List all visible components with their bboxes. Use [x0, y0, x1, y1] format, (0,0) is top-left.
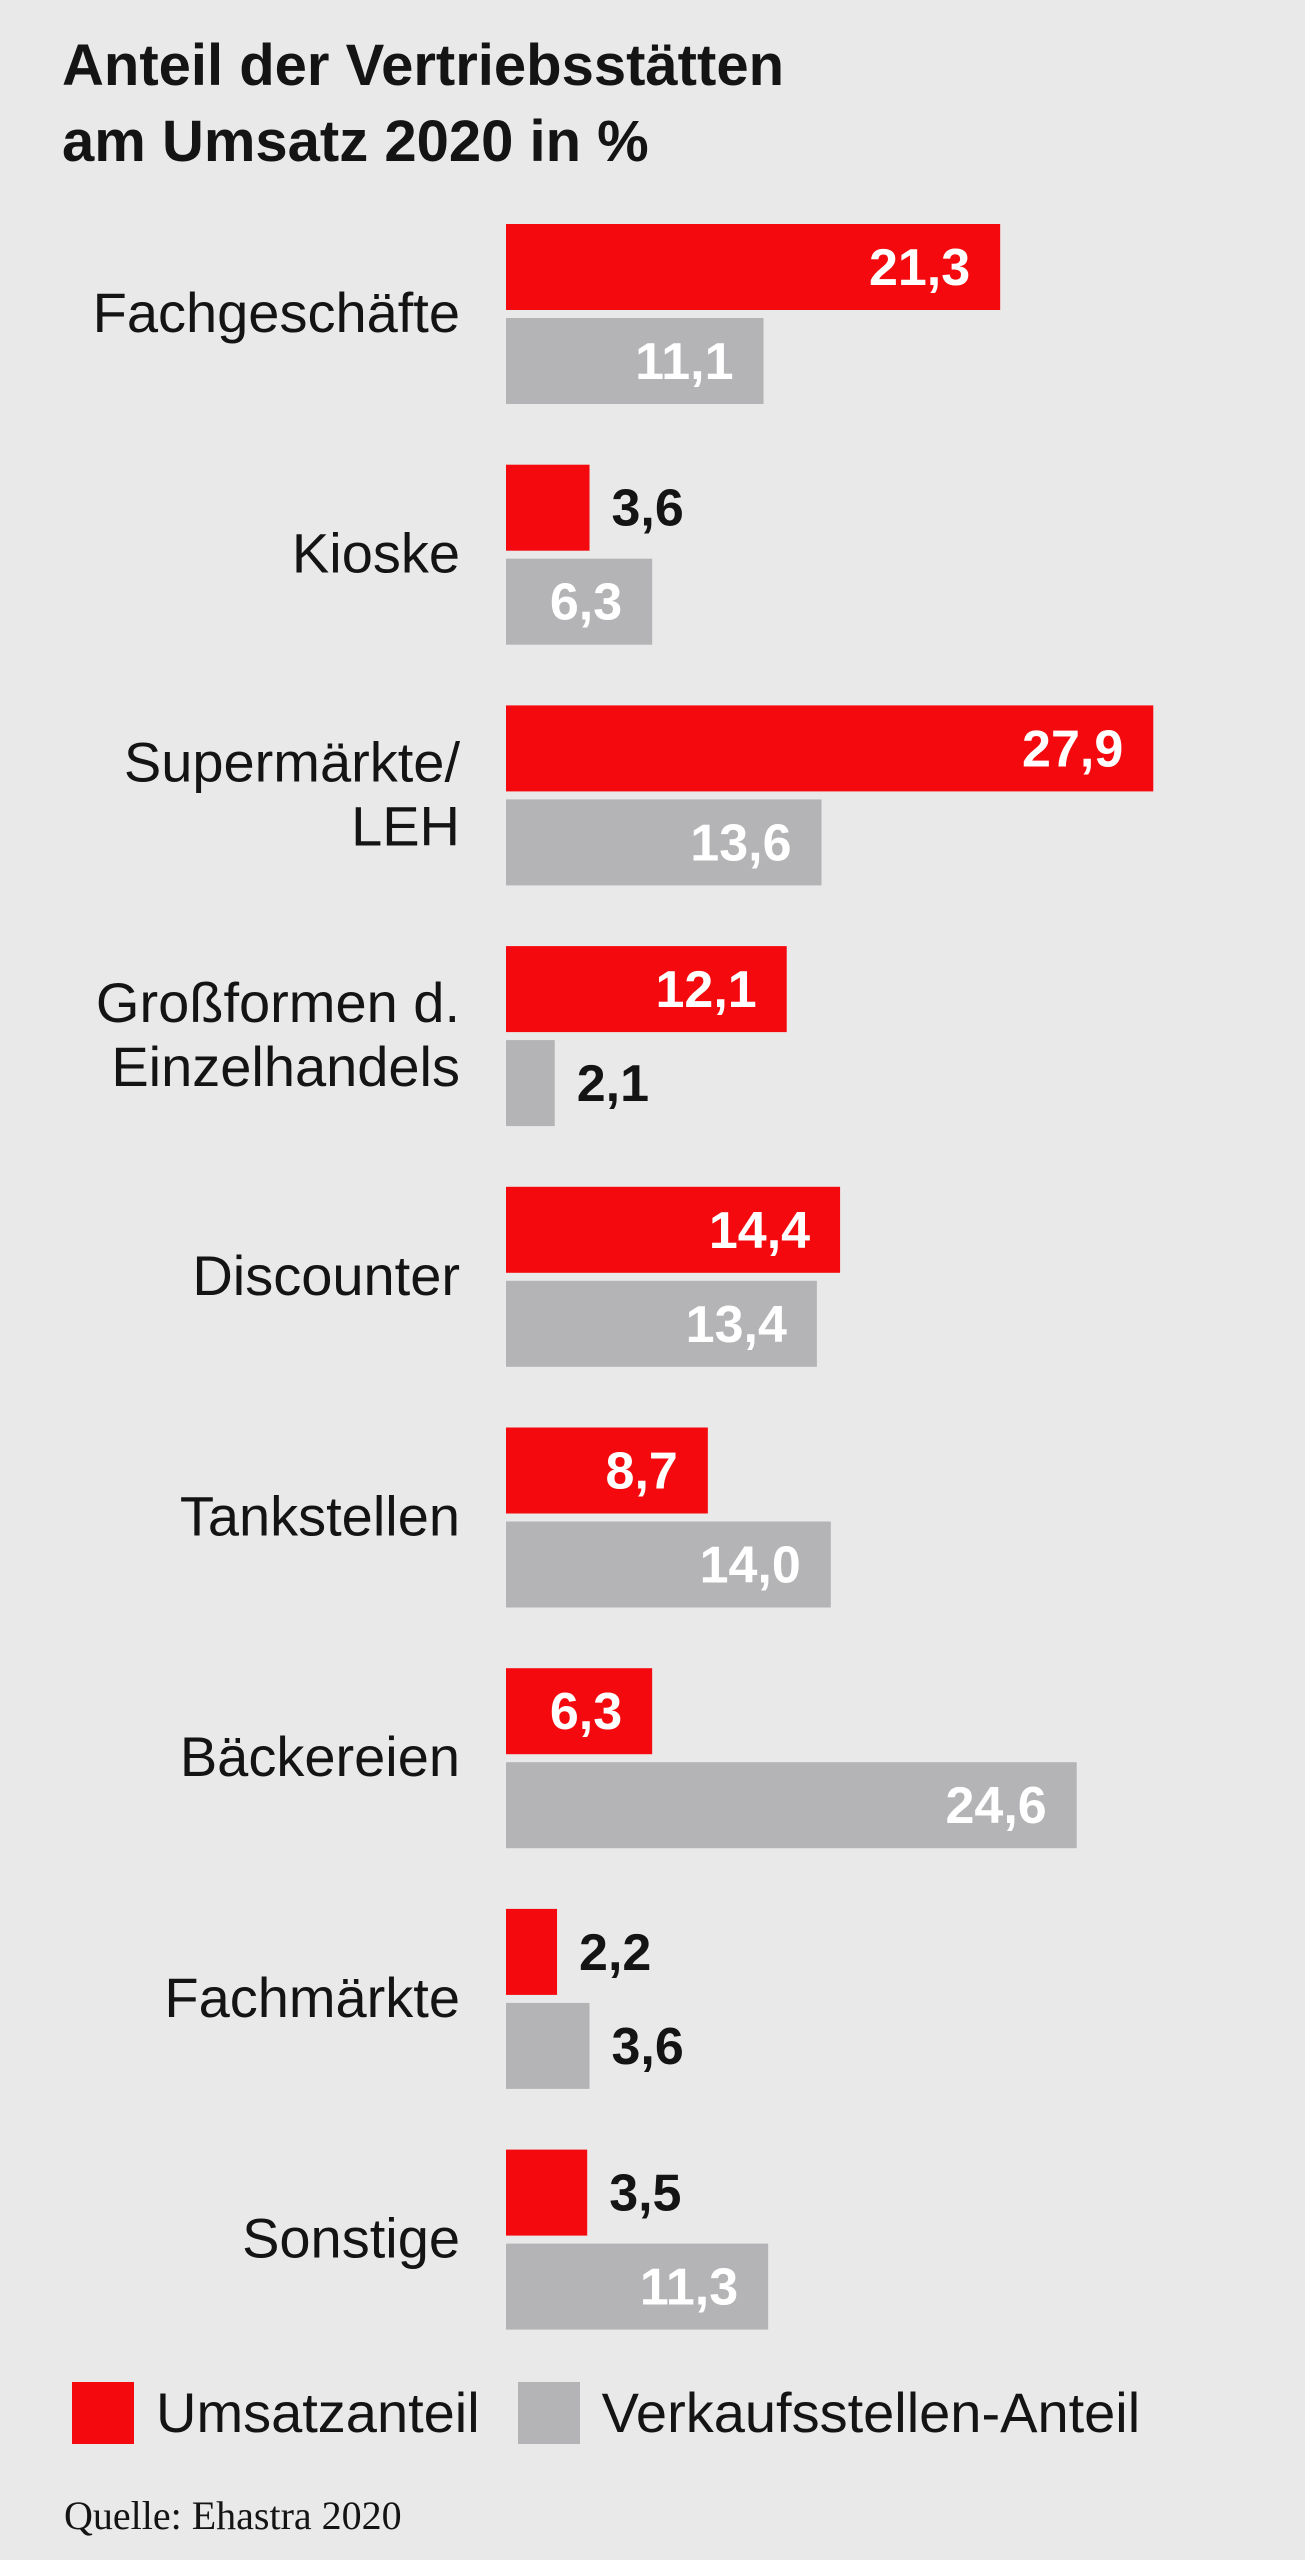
bar-umsatz: [506, 2149, 588, 2236]
value-label-umsatz: 3,5: [609, 2165, 681, 2223]
bar-verkauf: [506, 799, 822, 886]
chart-title-line1: Anteil der Vertriebsstätten: [62, 33, 784, 98]
bar-umsatz: [506, 464, 590, 551]
bar-umsatz: [506, 705, 1154, 792]
value-label-umsatz: 12,1: [656, 961, 757, 1019]
value-label-verkauf: 11,1: [635, 333, 733, 391]
value-label-verkauf: 6,3: [550, 574, 622, 632]
legend: Umsatzanteil Verkaufsstellen-Anteil: [72, 2380, 1178, 2445]
bar-umsatz: [506, 1186, 841, 1273]
bar-verkauf: [506, 558, 653, 645]
category-label: Fachgeschäfte: [93, 281, 460, 344]
source-note: Quelle: Ehastra 2020: [64, 2493, 402, 2538]
value-label-verkauf: 13,4: [686, 1296, 787, 1354]
value-label-verkauf: 14,0: [700, 1537, 801, 1595]
bar-chart: Fachgeschäfte 21,3 11,1 Kioske 3,6 6,3 Supermä…: [93, 224, 1154, 2330]
category-label: Sonstige: [242, 2207, 460, 2270]
category-label: Bäckereien: [180, 1725, 460, 1788]
legend-label-verkauf: Verkaufsstellen-Anteil: [601, 2381, 1141, 2444]
chart-title: Anteil der Vertriebsstätten am Umsatz 20…: [62, 28, 1262, 180]
legend-swatch-verkauf: [517, 2381, 580, 2444]
value-label-umsatz: 21,3: [869, 239, 970, 297]
legend-item-umsatz: Umsatzanteil: [72, 2380, 480, 2445]
category-label: Großformen d.: [96, 971, 460, 1034]
value-label-umsatz: 14,4: [709, 1202, 810, 1260]
category-label: Supermärkte/: [124, 730, 461, 793]
value-label-umsatz: 8,7: [606, 1443, 678, 1501]
category-label: Tankstellen: [180, 1485, 460, 1548]
bar-umsatz: [506, 1668, 653, 1755]
value-label-verkauf: 24,6: [946, 1777, 1047, 1835]
value-label-umsatz: 27,9: [1022, 720, 1123, 778]
bar-umsatz: [506, 946, 787, 1033]
bar-verkauf: [506, 1521, 831, 1608]
value-label-verkauf: 13,6: [690, 814, 791, 872]
legend-item-verkauf: Verkaufsstellen-Anteil: [517, 2380, 1141, 2445]
value-label-verkauf: 2,1: [577, 1055, 649, 1113]
bar-verkauf: [506, 318, 764, 404]
category-label: Fachmärkte: [164, 1966, 460, 2029]
bar-verkauf: [506, 2002, 590, 2089]
bar-verkauf: [506, 1040, 555, 1127]
bar-verkauf: [506, 1280, 817, 1367]
chart-title-line2: am Umsatz 2020 in %: [62, 109, 649, 174]
legend-label-umsatz: Umsatzanteil: [156, 2381, 480, 2444]
category-label: Discounter: [192, 1244, 460, 1307]
bar-umsatz: [506, 1427, 708, 1514]
value-label-umsatz: 3,6: [612, 480, 684, 538]
value-label-verkauf: 3,6: [612, 2018, 684, 2076]
bar-umsatz: [506, 1908, 558, 1995]
value-label-verkauf: 11,3: [640, 2259, 738, 2317]
value-label-umsatz: 2,2: [579, 1924, 651, 1982]
legend-swatch-umsatz: [72, 2381, 134, 2444]
category-label: Einzelhandels: [111, 1035, 460, 1098]
value-label-umsatz: 6,3: [550, 1683, 622, 1741]
bar-verkauf: [506, 1762, 1077, 1849]
bar-umsatz: [506, 224, 1001, 310]
category-label: LEH: [351, 794, 460, 857]
category-label: Kioske: [292, 522, 460, 585]
bar-verkauf: [506, 2243, 769, 2330]
